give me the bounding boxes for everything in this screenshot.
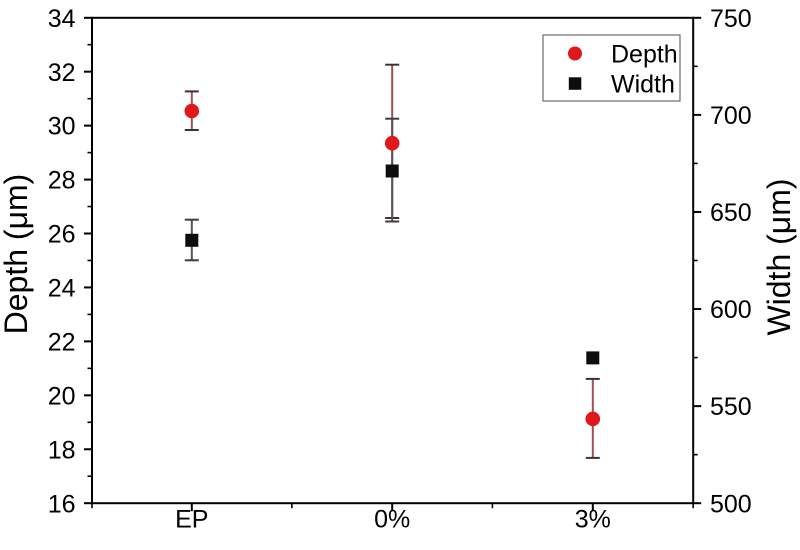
svg-text:700: 700	[710, 102, 752, 130]
svg-text:0%: 0%	[374, 506, 410, 534]
svg-text:16: 16	[48, 490, 76, 518]
svg-text:34: 34	[48, 5, 76, 33]
svg-text:550: 550	[710, 393, 752, 421]
svg-text:3%: 3%	[575, 506, 611, 534]
svg-text:Depth: Depth	[611, 41, 678, 69]
svg-text:24: 24	[48, 275, 76, 303]
svg-text:EP: EP	[175, 506, 208, 534]
svg-text:32: 32	[48, 59, 76, 87]
svg-text:500: 500	[710, 490, 752, 518]
svg-text:26: 26	[48, 221, 76, 249]
svg-text:22: 22	[48, 329, 76, 357]
svg-text:650: 650	[710, 199, 752, 227]
svg-text:750: 750	[710, 5, 752, 33]
svg-text:Width (μm): Width (μm)	[761, 178, 797, 335]
svg-text:Width: Width	[611, 71, 675, 99]
svg-text:28: 28	[48, 167, 76, 195]
svg-text:18: 18	[48, 436, 76, 464]
svg-text:Depth (μm): Depth (μm)	[0, 174, 34, 335]
svg-text:30: 30	[48, 113, 76, 141]
svg-text:600: 600	[710, 296, 752, 324]
svg-text:20: 20	[48, 382, 76, 410]
